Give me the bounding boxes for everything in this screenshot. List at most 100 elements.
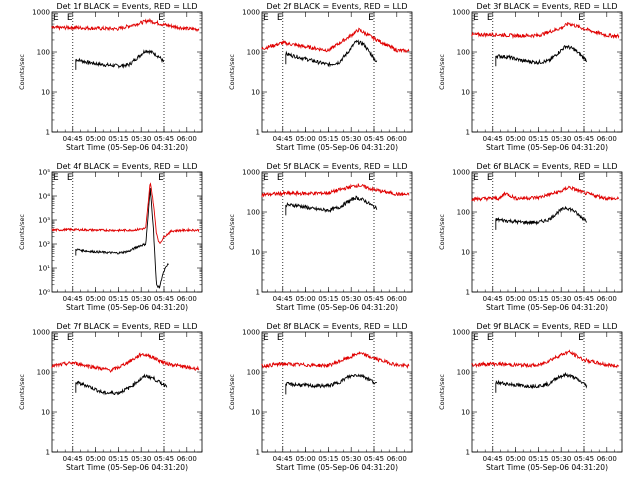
y-axis-label: Counts/sec: [228, 374, 236, 410]
y-tick-label: 1000: [242, 169, 260, 177]
x-tick-label: 06:00: [387, 455, 407, 463]
event-marker: E: [67, 173, 73, 183]
x-tick-label: 04:45: [63, 295, 83, 303]
event-marker: E: [368, 13, 374, 23]
y-axis-label: Counts/sec: [18, 374, 26, 410]
event-marker: E: [67, 333, 73, 343]
events-rate-trace: [285, 373, 377, 389]
x-tick-label: 05:00: [505, 295, 525, 303]
events-rate-trace: [75, 187, 169, 289]
plot-frame: [471, 11, 623, 133]
y-tick-label: 10: [461, 89, 470, 97]
y-axis-label: Counts/sec: [18, 214, 26, 250]
x-tick-label: 05:45: [154, 455, 174, 463]
x-tick-label: 05:30: [131, 295, 151, 303]
events-rate-trace: [495, 205, 587, 226]
y-tick-label: 10: [461, 249, 470, 257]
x-tick-label: 06:00: [387, 295, 407, 303]
events-rate-trace: [285, 39, 378, 68]
event-marker: E: [277, 13, 283, 23]
y-tick-label: 10: [251, 249, 260, 257]
x-tick-label: 05:15: [318, 135, 338, 143]
x-tick-label: 05:15: [318, 455, 338, 463]
event-marker: E: [53, 173, 59, 183]
event-marker: E: [53, 13, 59, 23]
y-tick-label: 1000: [452, 9, 470, 17]
y-tick-label: 100: [247, 49, 260, 57]
x-axis-label: Start Time (05-Sep-06 04:31:20): [66, 143, 188, 152]
x-tick-label: 05:45: [364, 295, 384, 303]
x-tick-label: 05:30: [551, 135, 571, 143]
x-tick-label: 06:00: [177, 135, 197, 143]
plot-frame: [51, 331, 203, 453]
detector-panel: Det 4f BLACK = Events, RED = LLD 10⁰ 10¹ 10…: [18, 162, 203, 312]
lld-rate-trace: [261, 183, 410, 198]
x-tick-label: 05:15: [528, 135, 548, 143]
x-tick-label: 06:00: [177, 295, 197, 303]
x-tick-label: 05:15: [318, 295, 338, 303]
x-axis-label: Start Time (05-Sep-06 04:31:20): [276, 143, 398, 152]
y-tick-label: 1000: [242, 9, 260, 17]
y-tick-label: 1: [466, 129, 470, 137]
plot-frame: [261, 11, 413, 133]
panel-title: Det 4f BLACK = Events, RED = LLD: [56, 162, 197, 171]
x-axis-label: Start Time (05-Sep-06 04:31:20): [276, 303, 398, 312]
x-tick-label: 05:15: [108, 295, 128, 303]
x-tick-label: 05:45: [574, 295, 594, 303]
x-axis-label: Start Time (05-Sep-06 04:31:20): [276, 463, 398, 472]
y-tick-label: 1: [256, 129, 260, 137]
y-tick-label: 100: [247, 369, 260, 377]
x-tick-label: 05:30: [341, 295, 361, 303]
event-marker: E: [473, 333, 479, 343]
y-tick-label: 10²: [38, 241, 50, 249]
panel-title: Det 1f BLACK = Events, RED = LLD: [56, 2, 197, 11]
detector-panel: Det 1f BLACK = Events, RED = LLD 1 10 100 10…: [18, 2, 203, 152]
x-tick-label: 04:45: [273, 135, 293, 143]
x-tick-label: 05:00: [85, 135, 105, 143]
events-rate-trace: [75, 373, 168, 396]
x-tick-label: 05:30: [341, 455, 361, 463]
y-axis-label: Counts/sec: [228, 214, 236, 250]
detector-panel: Det 9f BLACK = Events, RED = LLD 1 10 100 10…: [438, 322, 623, 472]
y-tick-label: 10⁴: [38, 193, 50, 201]
x-tick-label: 05:15: [528, 295, 548, 303]
plot-frame: [51, 171, 203, 293]
event-marker: E: [263, 13, 269, 23]
panel-title: Det 6f BLACK = Events, RED = LLD: [476, 162, 617, 171]
event-marker: E: [473, 13, 479, 23]
panel-title: Det 5f BLACK = Events, RED = LLD: [266, 162, 407, 171]
plot-frame: [471, 171, 623, 293]
plot-frame: [471, 331, 623, 453]
event-marker: E: [158, 13, 164, 23]
x-tick-label: 05:15: [528, 455, 548, 463]
y-tick-label: 1000: [242, 329, 260, 337]
y-tick-label: 100: [457, 49, 470, 57]
plot-frame: [261, 331, 413, 453]
detector-panel: Det 8f BLACK = Events, RED = LLD 1 10 100 10…: [228, 322, 413, 472]
y-tick-label: 100: [247, 209, 260, 217]
events-rate-trace: [495, 44, 587, 65]
y-tick-label: 100: [37, 369, 50, 377]
x-tick-label: 06:00: [597, 455, 617, 463]
y-tick-label: 100: [457, 209, 470, 217]
event-marker: E: [578, 333, 584, 343]
x-tick-label: 05:45: [154, 135, 174, 143]
panel-title: Det 7f BLACK = Events, RED = LLD: [56, 322, 197, 331]
x-tick-label: 05:00: [505, 135, 525, 143]
x-tick-label: 05:30: [131, 135, 151, 143]
x-axis-label: Start Time (05-Sep-06 04:31:20): [66, 463, 188, 472]
x-tick-label: 06:00: [177, 455, 197, 463]
lld-rate-trace: [51, 352, 200, 373]
x-tick-label: 05:45: [364, 135, 384, 143]
event-marker: E: [368, 333, 374, 343]
y-axis-label: Counts/sec: [438, 214, 446, 250]
event-marker: E: [158, 173, 164, 183]
event-marker: E: [277, 333, 283, 343]
y-tick-label: 1: [256, 289, 260, 297]
x-tick-label: 04:45: [483, 455, 503, 463]
event-marker: E: [277, 173, 283, 183]
x-tick-label: 05:30: [551, 455, 571, 463]
detector-panel: Det 7f BLACK = Events, RED = LLD 1 10 100 10…: [18, 322, 203, 472]
y-tick-label: 10: [41, 89, 50, 97]
